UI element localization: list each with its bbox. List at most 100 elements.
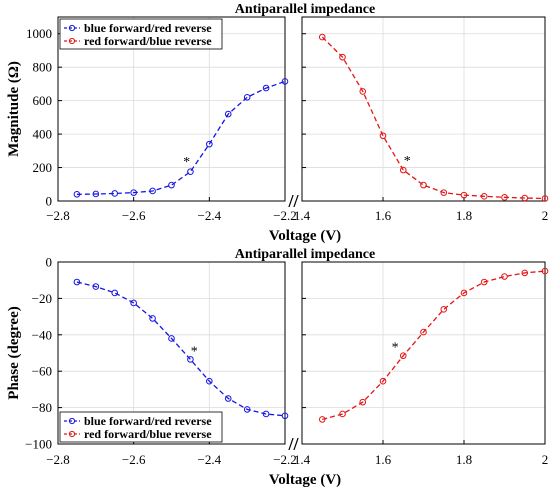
x-tick-label: 2 — [542, 452, 549, 467]
legend-marker-blue — [68, 417, 76, 425]
data-point-red — [480, 278, 488, 286]
axes-panel-positive-voltage: 1.4 1.6 1.8 2 * — [294, 16, 549, 223]
y-tick-label: −20 — [32, 291, 52, 306]
legend-entry-blue: blue forward/red reverse — [84, 21, 212, 35]
y-tick-label: −100 — [25, 437, 52, 452]
y-tick-label: 200 — [33, 160, 53, 175]
data-point-blue — [149, 315, 156, 322]
x-tick-label: −2.4 — [198, 208, 222, 223]
data-point-red — [501, 273, 508, 280]
axes-frame — [301, 16, 546, 202]
y-axis-label: Magnitude (Ω) — [6, 61, 22, 157]
data-point-blue — [73, 191, 81, 198]
y-tick-label: 400 — [33, 127, 53, 142]
data-point-blue — [243, 406, 251, 413]
data-point-blue — [206, 140, 213, 148]
data-point-blue — [281, 412, 289, 420]
data-point-red — [318, 416, 326, 423]
data-point-blue — [206, 377, 213, 385]
y-tick-label: 800 — [33, 60, 53, 75]
data-point-blue — [92, 190, 100, 198]
series-line-red — [321, 36, 546, 200]
data-point-blue — [187, 356, 194, 363]
data-point-red — [480, 193, 488, 200]
x-tick-label: −2.2 — [273, 452, 297, 467]
x-tick-label: 1.8 — [456, 452, 472, 467]
data-point-red — [460, 191, 468, 199]
data-point-red — [339, 53, 346, 61]
data-point-blue — [224, 110, 232, 118]
legend-box — [59, 18, 223, 50]
chart-title: Antiparallel impedance — [235, 2, 375, 17]
data-point-blue — [149, 187, 156, 195]
data-point-red — [541, 267, 549, 275]
legend-entry-red: red forward/blue reverse — [84, 34, 212, 48]
axes-frame — [57, 16, 286, 202]
data-point-red — [541, 195, 549, 202]
data-point-red — [318, 33, 326, 41]
y-tick-label: 1000 — [26, 26, 52, 41]
data-point-blue — [187, 168, 194, 176]
data-point-red — [521, 269, 529, 277]
x-tick-label: −2.2 — [273, 208, 297, 223]
data-point-red — [339, 410, 346, 418]
x-tick-label: 2 — [542, 208, 549, 223]
axes-panel-negative-voltage: −2.8 −2.6 −2.4 −2.2 * — [46, 261, 297, 467]
data-point-red — [501, 194, 508, 201]
data-point-blue — [224, 395, 232, 402]
y-axis-label: Phase (degree) — [6, 306, 22, 399]
data-point-red — [379, 377, 387, 385]
x-axis-label: Voltage (V) — [269, 472, 341, 488]
data-point-red — [399, 352, 407, 360]
data-point-red — [440, 306, 448, 313]
data-point-red — [359, 398, 367, 406]
y-tick-label: 0 — [46, 255, 53, 270]
data-point-blue — [92, 283, 100, 290]
asterisk-annotation: * — [183, 155, 190, 170]
data-point-blue — [262, 410, 270, 418]
x-tick-label: 1.4 — [294, 208, 311, 223]
legend-box — [59, 411, 223, 443]
data-point-red — [440, 189, 448, 196]
data-point-blue — [73, 278, 81, 286]
data-point-red — [420, 181, 427, 189]
asterisk-annotation: * — [392, 341, 399, 356]
legend-marker-blue — [68, 24, 76, 32]
axes-panel-positive-voltage: 1.4 1.6 1.8 2 * — [294, 261, 549, 467]
chart-phase: Antiparallel impedance Phase (degree) Volt… — [6, 247, 549, 488]
data-point-blue — [130, 299, 137, 307]
y-tick-label: −40 — [32, 327, 52, 342]
x-tick-label: −2.4 — [198, 452, 222, 467]
asterisk-annotation: * — [404, 154, 411, 169]
data-point-red — [460, 289, 468, 297]
x-tick-label: 1.6 — [375, 208, 392, 223]
data-point-blue — [262, 84, 270, 92]
axis-break-mark: // — [287, 191, 299, 211]
legend-entry-red: red forward/blue reverse — [84, 427, 212, 441]
y-tick-label: 0 — [46, 194, 53, 209]
x-tick-label: −2.8 — [46, 452, 70, 467]
x-tick-label: 1.8 — [456, 208, 472, 223]
data-point-blue — [281, 78, 289, 85]
chart-magnitude: Antiparallel impedance Magnitude (Ω) Volta… — [6, 2, 549, 244]
y-tick-label: 600 — [33, 93, 53, 108]
axes-frame — [301, 261, 546, 445]
data-point-blue — [111, 190, 119, 197]
data-point-red — [521, 194, 529, 202]
data-point-red — [379, 132, 387, 140]
data-point-red — [399, 166, 407, 174]
series-line-blue — [76, 281, 286, 417]
series-line-blue — [76, 80, 286, 195]
data-point-blue — [168, 181, 175, 189]
chart-title: Antiparallel impedance — [235, 247, 375, 262]
legend-entry-blue: blue forward/red reverse — [84, 414, 212, 428]
asterisk-annotation: * — [191, 344, 198, 359]
axis-break-mark: // — [287, 434, 299, 454]
series-line-red — [322, 270, 546, 421]
data-point-blue — [111, 289, 119, 297]
axes-frame — [57, 261, 286, 445]
data-point-blue — [130, 189, 137, 196]
